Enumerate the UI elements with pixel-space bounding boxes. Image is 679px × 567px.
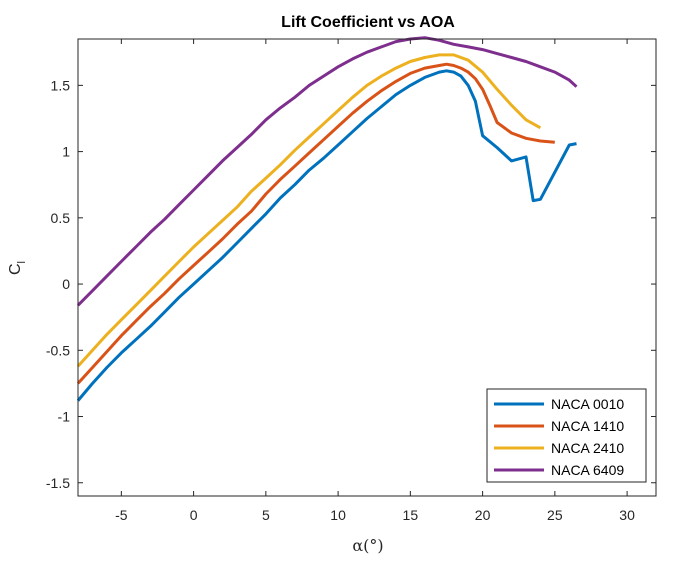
y-axis-label-group: Cl: [7, 261, 28, 275]
series-line-3: [76, 36, 578, 307]
axes-box: [77, 38, 657, 497]
y-tick-label: 1: [62, 144, 70, 160]
series-line-2: [76, 53, 542, 368]
y-tick-label: -0.5: [46, 342, 70, 358]
x-tick-label: 5: [262, 507, 270, 523]
x-tick-label: 15: [403, 507, 419, 523]
y-tick-label: 1.5: [51, 77, 71, 93]
y-axis-label-subscript: l: [16, 261, 28, 263]
ticks-layer: -5 0 5 10 15 20 25 30 -1.5 -1 -0.5 0 0.5 1 1.5: [46, 39, 656, 523]
y-tick-label: -1.5: [46, 475, 70, 491]
series-line-0: [76, 69, 577, 402]
x-tick-label: 10: [330, 507, 346, 523]
legend-label-1: NACA 1410: [551, 418, 624, 434]
y-tick-label: 0: [62, 276, 70, 292]
series-layer: [76, 36, 578, 402]
x-tick-label: 20: [475, 507, 491, 523]
x-tick-label: 25: [547, 507, 563, 523]
legend: NACA 0010 NACA 1410 NACA 2410 NACA 6409: [486, 388, 647, 483]
x-axis-label: α(°): [352, 536, 383, 555]
y-axis-label: Cl: [7, 261, 28, 275]
x-tick-label: 30: [619, 507, 635, 523]
chart-title: Lift Coefficient vs AOA: [281, 14, 455, 31]
x-tick-label: -5: [115, 507, 128, 523]
y-axis-label-main: C: [7, 263, 24, 275]
legend-label-3: NACA 6409: [551, 462, 624, 478]
y-tick-label: -1: [58, 409, 71, 425]
legend-label-0: NACA 0010: [551, 396, 624, 412]
legend-label-2: NACA 2410: [551, 440, 624, 456]
x-tick-label: 0: [190, 507, 198, 523]
series-line-1: [76, 62, 555, 385]
y-tick-label: 0.5: [51, 210, 71, 226]
